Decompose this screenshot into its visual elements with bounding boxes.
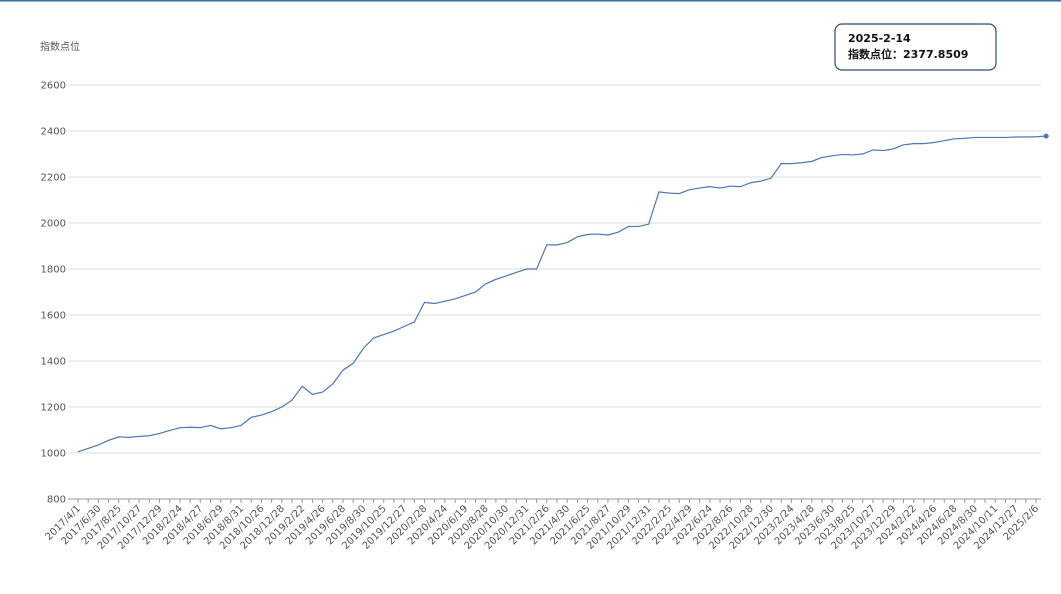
y-tick-label: 1800: [41, 265, 66, 276]
top-border: [0, 0, 1061, 2]
y-tick-label: 1400: [41, 357, 66, 368]
line-series: [77, 135, 1047, 453]
y-tick-label: 2000: [41, 219, 66, 230]
y-axis-label: 指数点位: [40, 40, 80, 53]
tooltip-text: 指数点位：2377.8509: [848, 47, 968, 61]
y-tick-label: 800: [47, 495, 66, 506]
y-tick-label: 2200: [41, 173, 66, 184]
y-tick-label: 2600: [41, 81, 66, 92]
y-tick-label: 1000: [41, 449, 66, 460]
hover-point: [1043, 133, 1049, 139]
y-tick-label: 1600: [41, 311, 66, 322]
y-tick-label: 2400: [41, 127, 66, 138]
y-tick-label: 1200: [41, 403, 66, 414]
tooltip-title: 2025-2-14: [848, 32, 911, 45]
tooltip-box: [834, 23, 997, 71]
